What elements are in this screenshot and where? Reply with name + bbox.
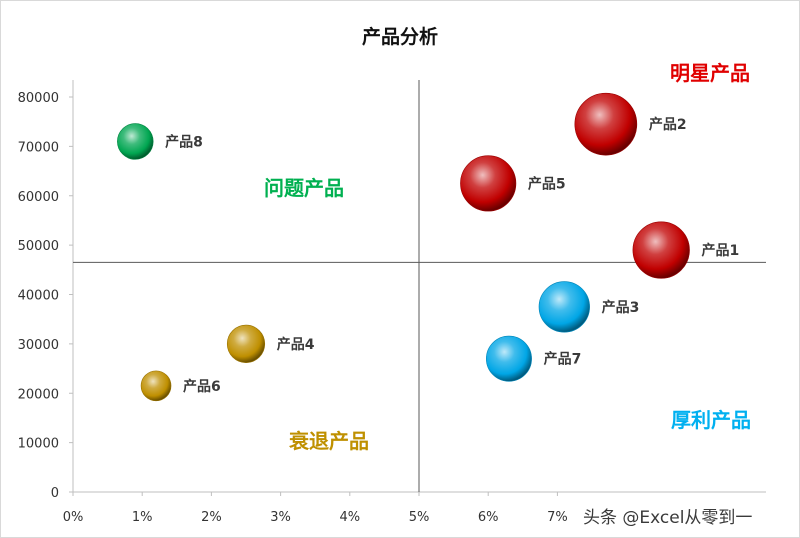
quadrant-label-profit: 厚利产品 [671, 408, 751, 432]
bubble-label: 产品6 [183, 378, 221, 395]
bubble-point [226, 324, 266, 363]
bubble-point [574, 92, 638, 156]
x-tick-label: 5% [409, 510, 430, 525]
x-tick-label: 3% [270, 510, 291, 525]
quadrant-label-star: 明星产品 [670, 61, 750, 85]
y-tick-label: 40000 [18, 289, 59, 304]
y-tick-label: 60000 [18, 190, 59, 205]
bubble-point [632, 221, 690, 279]
bubble-label: 产品1 [701, 242, 739, 259]
y-tick-label: 30000 [18, 338, 59, 353]
x-tick-label: 1% [132, 510, 153, 525]
y-tick-label: 80000 [18, 91, 59, 106]
y-tick-label: 70000 [18, 140, 59, 155]
bubble-label: 产品8 [165, 133, 203, 150]
bubble-point [486, 335, 532, 382]
y-tick-label: 20000 [18, 387, 59, 402]
watermark: 头条 @Excel从零到一 [583, 508, 753, 528]
bubble-point [140, 370, 172, 402]
bubble-label: 产品7 [544, 351, 582, 368]
x-tick-label: 7% [547, 510, 568, 525]
bubble-label: 产品4 [277, 336, 315, 353]
bubble-label: 产品3 [602, 299, 640, 316]
x-tick-label: 2% [201, 510, 222, 525]
bubble-point [117, 123, 154, 160]
bubble-point [538, 281, 590, 333]
bubble-label: 产品5 [528, 175, 566, 192]
y-tick-label: 50000 [18, 239, 59, 254]
y-tick-label: 0 [51, 486, 59, 501]
x-tick-label: 0% [63, 510, 84, 525]
bubble-label: 产品2 [649, 116, 687, 133]
x-tick-label: 6% [478, 510, 499, 525]
y-tick-label: 10000 [18, 437, 59, 452]
x-tick-label: 4% [339, 510, 360, 525]
chart-title: 产品分析 [361, 26, 438, 48]
bubble-point [460, 155, 517, 212]
quadrant-label-question: 问题产品 [264, 176, 344, 200]
quadrant-label-decline: 衰退产品 [289, 429, 369, 453]
